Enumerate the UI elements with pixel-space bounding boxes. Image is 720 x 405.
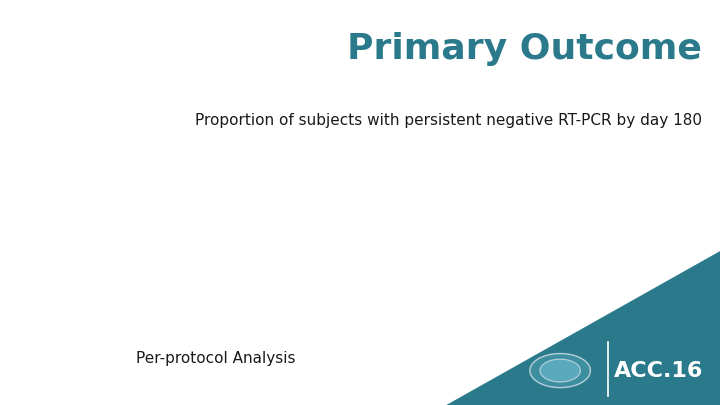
Polygon shape <box>446 251 720 405</box>
Text: Primary Outcome: Primary Outcome <box>347 32 702 66</box>
Circle shape <box>530 354 590 388</box>
Text: Proportion of subjects with persistent negative RT-PCR by day 180: Proportion of subjects with persistent n… <box>195 113 702 128</box>
Text: Per-protocol Analysis: Per-protocol Analysis <box>136 351 296 366</box>
Text: ACC.16: ACC.16 <box>614 360 703 381</box>
Circle shape <box>540 359 580 382</box>
